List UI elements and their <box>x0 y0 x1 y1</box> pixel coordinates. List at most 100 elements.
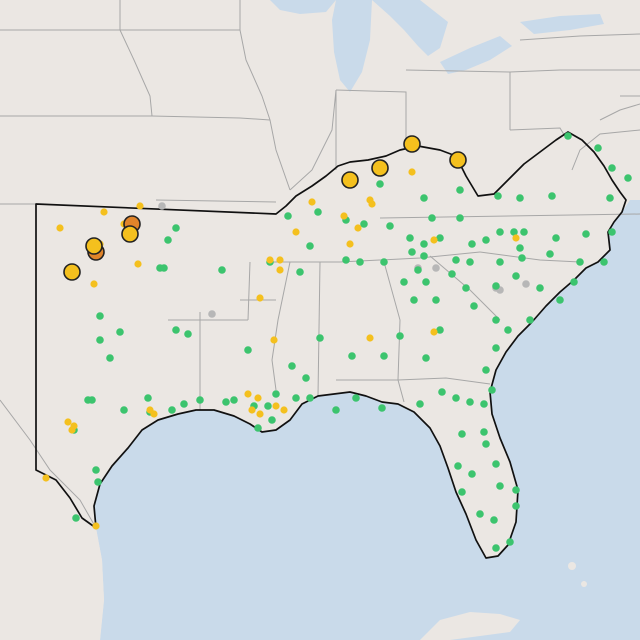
station-marker-green[interactable] <box>422 354 430 362</box>
station-marker-green[interactable] <box>94 478 102 486</box>
station-marker-green[interactable] <box>482 366 490 374</box>
station-marker-green[interactable] <box>360 220 368 228</box>
station-marker-gray[interactable] <box>158 202 166 210</box>
station-marker-gray[interactable] <box>432 264 440 272</box>
station-marker-yellow-large[interactable] <box>449 151 467 169</box>
station-marker-green[interactable] <box>376 180 384 188</box>
station-marker-green[interactable] <box>316 334 324 342</box>
station-marker-yellow[interactable] <box>64 418 72 426</box>
station-marker-green[interactable] <box>454 462 462 470</box>
station-marker-green[interactable] <box>496 258 504 266</box>
station-marker-yellow-large[interactable] <box>121 225 139 243</box>
station-marker-yellow[interactable] <box>136 202 144 210</box>
station-marker-yellow[interactable] <box>512 234 520 242</box>
station-marker-green[interactable] <box>526 316 534 324</box>
station-marker-yellow[interactable] <box>346 240 354 248</box>
station-marker-green[interactable] <box>556 296 564 304</box>
station-marker-green[interactable] <box>492 544 500 552</box>
station-marker-green[interactable] <box>456 214 464 222</box>
station-marker-green[interactable] <box>406 234 414 242</box>
station-marker-green[interactable] <box>96 312 104 320</box>
station-marker-green[interactable] <box>408 248 416 256</box>
station-marker-green[interactable] <box>396 332 404 340</box>
station-marker-yellow[interactable] <box>280 406 288 414</box>
station-marker-green[interactable] <box>510 228 518 236</box>
station-marker-yellow[interactable] <box>134 260 142 268</box>
station-marker-green[interactable] <box>244 346 252 354</box>
station-marker-green[interactable] <box>380 258 388 266</box>
station-marker-green[interactable] <box>582 230 590 238</box>
station-marker-green[interactable] <box>172 224 180 232</box>
station-marker-green[interactable] <box>288 362 296 370</box>
station-marker-green[interactable] <box>432 296 440 304</box>
station-marker-green[interactable] <box>356 258 364 266</box>
station-marker-green[interactable] <box>466 398 474 406</box>
station-marker-green[interactable] <box>452 256 460 264</box>
station-marker-yellow[interactable] <box>92 522 100 530</box>
station-marker-green[interactable] <box>448 270 456 278</box>
station-marker-green[interactable] <box>264 402 272 410</box>
station-marker-green[interactable] <box>342 256 350 264</box>
station-marker-yellow-large[interactable] <box>85 237 103 255</box>
station-marker-green[interactable] <box>296 268 304 276</box>
station-marker-yellow[interactable] <box>292 228 300 236</box>
station-marker-green[interactable] <box>504 326 512 334</box>
station-marker-yellow[interactable] <box>340 212 348 220</box>
station-marker-yellow[interactable] <box>256 294 264 302</box>
station-marker-green[interactable] <box>482 236 490 244</box>
station-marker-green[interactable] <box>516 244 524 252</box>
station-marker-green[interactable] <box>164 236 172 244</box>
station-marker-yellow-large[interactable] <box>341 171 359 189</box>
station-marker-green[interactable] <box>420 252 428 260</box>
station-marker-green[interactable] <box>476 510 484 518</box>
station-marker-green[interactable] <box>576 258 584 266</box>
station-marker-green[interactable] <box>332 406 340 414</box>
station-marker-yellow[interactable] <box>430 328 438 336</box>
station-marker-green[interactable] <box>410 296 418 304</box>
station-marker-green[interactable] <box>222 398 230 406</box>
station-marker-yellow[interactable] <box>354 224 362 232</box>
station-marker-green[interactable] <box>352 394 360 402</box>
station-marker-green[interactable] <box>180 400 188 408</box>
station-marker-green[interactable] <box>348 352 356 360</box>
station-marker-green[interactable] <box>606 194 614 202</box>
station-marker-green[interactable] <box>624 174 632 182</box>
station-marker-yellow[interactable] <box>368 200 376 208</box>
station-marker-green[interactable] <box>436 326 444 334</box>
station-marker-green[interactable] <box>272 390 280 398</box>
station-marker-green[interactable] <box>548 192 556 200</box>
station-marker-yellow[interactable] <box>248 406 256 414</box>
station-marker-green[interactable] <box>306 394 314 402</box>
station-marker-yellow[interactable] <box>272 402 280 410</box>
station-marker-yellow[interactable] <box>266 256 274 264</box>
station-marker-green[interactable] <box>512 272 520 280</box>
station-marker-green[interactable] <box>468 240 476 248</box>
station-marker-yellow[interactable] <box>308 198 316 206</box>
station-marker-green[interactable] <box>470 302 478 310</box>
station-marker-gray[interactable] <box>208 310 216 318</box>
station-marker-yellow[interactable] <box>408 168 416 176</box>
station-marker-green[interactable] <box>196 396 204 404</box>
station-marker-yellow[interactable] <box>56 224 64 232</box>
station-marker-green[interactable] <box>268 416 276 424</box>
station-marker-green[interactable] <box>458 430 466 438</box>
station-marker-yellow[interactable] <box>244 390 252 398</box>
station-marker-gray[interactable] <box>522 280 530 288</box>
station-marker-green[interactable] <box>512 502 520 510</box>
station-marker-green[interactable] <box>482 440 490 448</box>
station-marker-green[interactable] <box>400 278 408 286</box>
station-marker-green[interactable] <box>496 228 504 236</box>
station-marker-green[interactable] <box>436 234 444 242</box>
station-marker-green[interactable] <box>116 328 124 336</box>
station-marker-green[interactable] <box>422 278 430 286</box>
station-marker-green[interactable] <box>452 394 460 402</box>
station-marker-yellow-large[interactable] <box>371 159 389 177</box>
station-marker-green[interactable] <box>428 214 436 222</box>
station-marker-green[interactable] <box>106 354 114 362</box>
station-marker-yellow[interactable] <box>150 410 158 418</box>
station-marker-green[interactable] <box>552 234 560 242</box>
station-marker-green[interactable] <box>144 394 152 402</box>
station-marker-yellow[interactable] <box>276 256 284 264</box>
